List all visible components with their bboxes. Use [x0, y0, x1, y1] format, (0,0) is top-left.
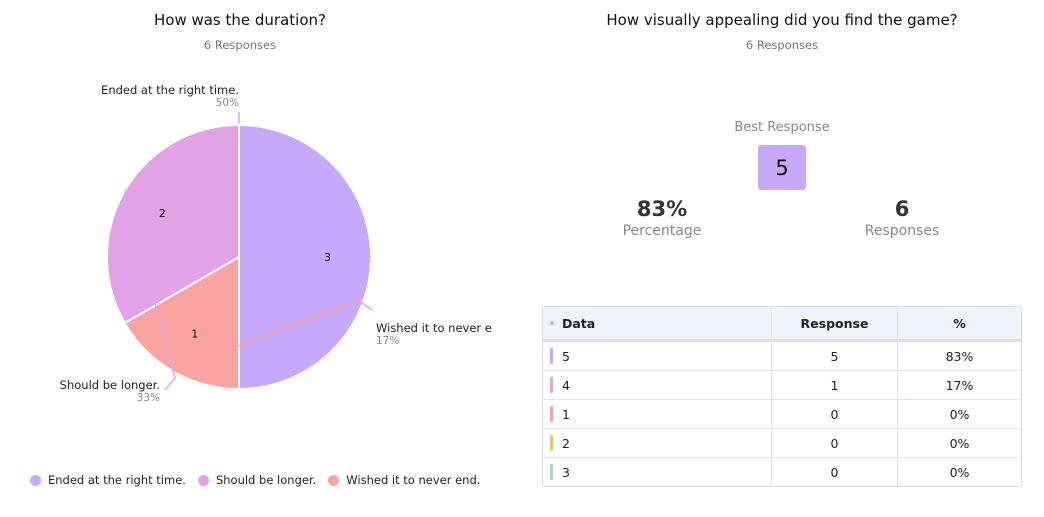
- header-percent[interactable]: %: [897, 307, 1021, 339]
- legend-dot-icon: [197, 474, 209, 486]
- table-header-row: Data Response %: [543, 307, 1021, 341]
- pie-slice-value: 3: [324, 251, 331, 264]
- table-body: 5 5 83% 4 1 17% 1 0 0% 2 0 0% 3 0 0%: [543, 341, 1021, 486]
- responses-label: Responses: [864, 223, 940, 239]
- cell-percent: 83%: [897, 342, 1021, 370]
- cell-data: 5: [543, 342, 771, 370]
- cell-data-label: 1: [562, 406, 570, 422]
- header-data-label: Data: [562, 315, 596, 331]
- visual-appeal-title: How visually appealing did you find the …: [606, 11, 958, 29]
- cell-data-label: 2: [562, 435, 570, 451]
- pie-slice-value: 1: [191, 328, 198, 341]
- pie-slice-label: Ended at the right time.: [101, 83, 239, 97]
- legend-item[interactable]: Should be longer.: [197, 473, 317, 487]
- percentage-label: Percentage: [622, 223, 702, 239]
- legend-item[interactable]: Wished it to never end.: [328, 473, 480, 487]
- cell-data: 2: [543, 429, 771, 457]
- cell-response: 0: [771, 400, 897, 428]
- legend-label: Should be longer.: [215, 473, 317, 487]
- pie-slice-label: Wished it to never e: [376, 321, 492, 335]
- cell-response: 0: [771, 458, 897, 486]
- cell-response: 5: [771, 342, 897, 370]
- color-swatch-icon: [550, 348, 553, 364]
- pie-slice: [238, 123, 372, 391]
- response-table: Data Response % 5 5 83% 4 1 17% 1 0 0% 2 0 0% 3 0 0%: [542, 306, 1022, 487]
- legend-dot-icon: [30, 474, 41, 486]
- color-swatch-icon: [550, 406, 553, 422]
- cell-data-label: 5: [562, 348, 570, 364]
- cell-percent: 17%: [897, 371, 1021, 399]
- responses-value: 6: [894, 197, 910, 221]
- cell-response: 0: [771, 429, 897, 457]
- pie-slice-label: Should be longer.: [60, 378, 160, 392]
- pie-slice-percent: 50%: [216, 97, 239, 109]
- color-swatch-icon: [550, 435, 553, 451]
- cell-data: 4: [543, 371, 771, 399]
- table-row: 2 0 0%: [543, 428, 1021, 457]
- legend-dot-icon: [328, 474, 340, 486]
- pie-slice-percent: 33%: [137, 392, 160, 404]
- pie-legend: Ended at the right time. Should be longer…: [30, 473, 480, 487]
- percentage-value: 83%: [636, 197, 688, 221]
- header-data[interactable]: Data: [543, 307, 771, 339]
- pie-leader-line: [123, 190, 176, 391]
- cell-data-label: 3: [562, 464, 570, 480]
- cell-percent: 0%: [897, 429, 1021, 457]
- cell-percent: 0%: [897, 400, 1021, 428]
- legend-label: Wished it to never end.: [346, 473, 481, 487]
- cell-data: 1: [543, 400, 771, 428]
- legend-item[interactable]: Ended at the right time.: [30, 473, 186, 487]
- table-row: 5 5 83%: [543, 341, 1021, 370]
- cell-data: 3: [543, 458, 771, 486]
- cell-data-label: 4: [562, 377, 570, 393]
- best-response-label: Best Response: [734, 120, 830, 135]
- duration-chart-subtitle: 6 Responses: [203, 38, 277, 52]
- header-response[interactable]: Response: [771, 307, 897, 339]
- table-row: 1 0 0%: [543, 399, 1021, 428]
- duration-pie-chart: 3 Ended at the right time.50% 1 Wished it t…: [60, 83, 492, 404]
- pie-leader-line: [172, 299, 373, 373]
- color-swatch-icon: [550, 464, 553, 480]
- sort-dot-icon: [550, 321, 554, 325]
- cell-response: 1: [771, 371, 897, 399]
- table-row: 4 1 17%: [543, 370, 1021, 399]
- color-swatch-icon: [550, 377, 553, 393]
- cell-percent: 0%: [897, 458, 1021, 486]
- duration-chart-title: How was the duration?: [153, 11, 326, 29]
- pie-slice-percent: 17%: [376, 335, 399, 347]
- best-response-badge: 5: [758, 145, 806, 190]
- table-row: 3 0 0%: [543, 457, 1021, 486]
- legend-label: Ended at the right time.: [48, 473, 186, 487]
- visual-appeal-subtitle: 6 Responses: [745, 38, 819, 52]
- pie-slice-value: 2: [159, 207, 166, 220]
